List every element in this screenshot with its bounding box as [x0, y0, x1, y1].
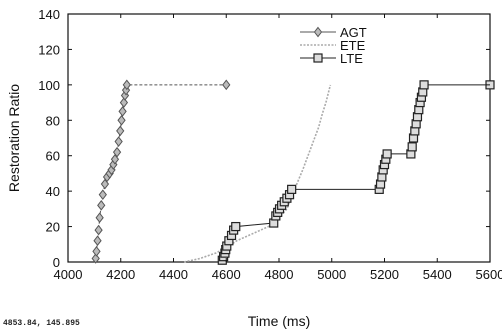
x-tick-label: 4000 — [54, 267, 83, 282]
data-point-agt — [119, 97, 129, 108]
data-point-agt — [122, 79, 131, 91]
legend-marker-agt — [313, 26, 323, 38]
data-point-agt — [121, 84, 131, 96]
y-tick-label: 120 — [38, 42, 60, 57]
y-tick-label: 20 — [46, 220, 60, 235]
data-point-agt — [117, 114, 126, 126]
data-point-agt — [95, 212, 104, 224]
y-tick-label: 140 — [38, 7, 60, 22]
data-point-agt — [112, 146, 122, 158]
series-line-lte — [221, 84, 490, 261]
series-line-ete — [183, 84, 332, 263]
data-point-agt — [114, 136, 123, 147]
series-layer — [91, 79, 495, 265]
data-point-agt — [118, 106, 127, 117]
coordinate-readout: 4853.84, 145.895 — [3, 319, 80, 328]
data-point-agt — [222, 79, 231, 91]
legend-marker-lte — [313, 53, 323, 63]
data-point-agt — [94, 224, 103, 236]
x-tick-label: 5000 — [317, 267, 346, 282]
series-ete — [183, 84, 332, 263]
data-point-agt — [100, 178, 110, 190]
x-tick-label: 5600 — [476, 267, 502, 282]
data-point-lte — [382, 149, 392, 159]
series-lte — [217, 80, 495, 265]
legend-label-lte: LTE — [340, 51, 363, 66]
x-tick-label: 4800 — [265, 267, 294, 282]
y-axis-label: Restoration Ratio — [6, 84, 22, 192]
data-point-agt — [110, 153, 120, 165]
data-point-agt — [120, 90, 130, 101]
data-point-agt — [97, 199, 106, 211]
y-tick-label: 80 — [46, 113, 60, 128]
x-tick-label: 5200 — [370, 267, 399, 282]
data-point-agt — [92, 246, 101, 257]
data-point-lte — [407, 142, 417, 152]
ticks-layer: 4000 4200 4400 4600 4800 5000 5200 5400 5600 0 20 4… — [38, 7, 502, 282]
y-tick-label: 100 — [38, 78, 60, 93]
x-tick-label: 4600 — [212, 267, 241, 282]
y-tick-label: 0 — [53, 255, 60, 270]
data-point-agt — [91, 253, 100, 264]
data-point-lte — [287, 184, 297, 194]
x-axis-label: Time (ms) — [248, 313, 310, 329]
series-agt — [91, 79, 231, 264]
plot-area — [67, 13, 491, 263]
x-tick-label: 4400 — [159, 267, 188, 282]
plot-frame — [67, 13, 491, 263]
legend-label-agt: AGT — [340, 25, 367, 40]
data-point-agt — [116, 125, 125, 137]
x-tick-label: 5400 — [423, 267, 452, 282]
data-point-lte — [419, 80, 429, 90]
x-tick-label: 4200 — [106, 267, 135, 282]
data-point-agt — [93, 235, 102, 247]
series-line-agt — [95, 84, 227, 259]
y-tick-label: 40 — [46, 184, 60, 199]
data-point-agt — [98, 189, 107, 201]
y-tick-label: 60 — [46, 149, 60, 164]
legend-label-ete: ETE — [340, 38, 366, 53]
data-point-lte — [231, 221, 241, 232]
